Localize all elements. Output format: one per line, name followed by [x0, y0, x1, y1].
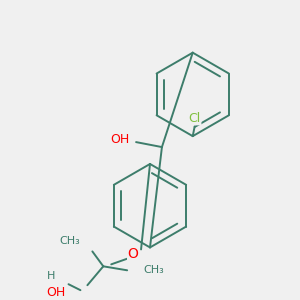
Text: O: O: [128, 248, 139, 261]
Text: CH₃: CH₃: [60, 236, 80, 247]
Text: OH: OH: [46, 286, 65, 299]
Text: Cl: Cl: [189, 112, 201, 125]
Text: OH: OH: [111, 133, 130, 146]
Text: H: H: [46, 271, 55, 281]
Text: CH₃: CH₃: [143, 265, 164, 275]
